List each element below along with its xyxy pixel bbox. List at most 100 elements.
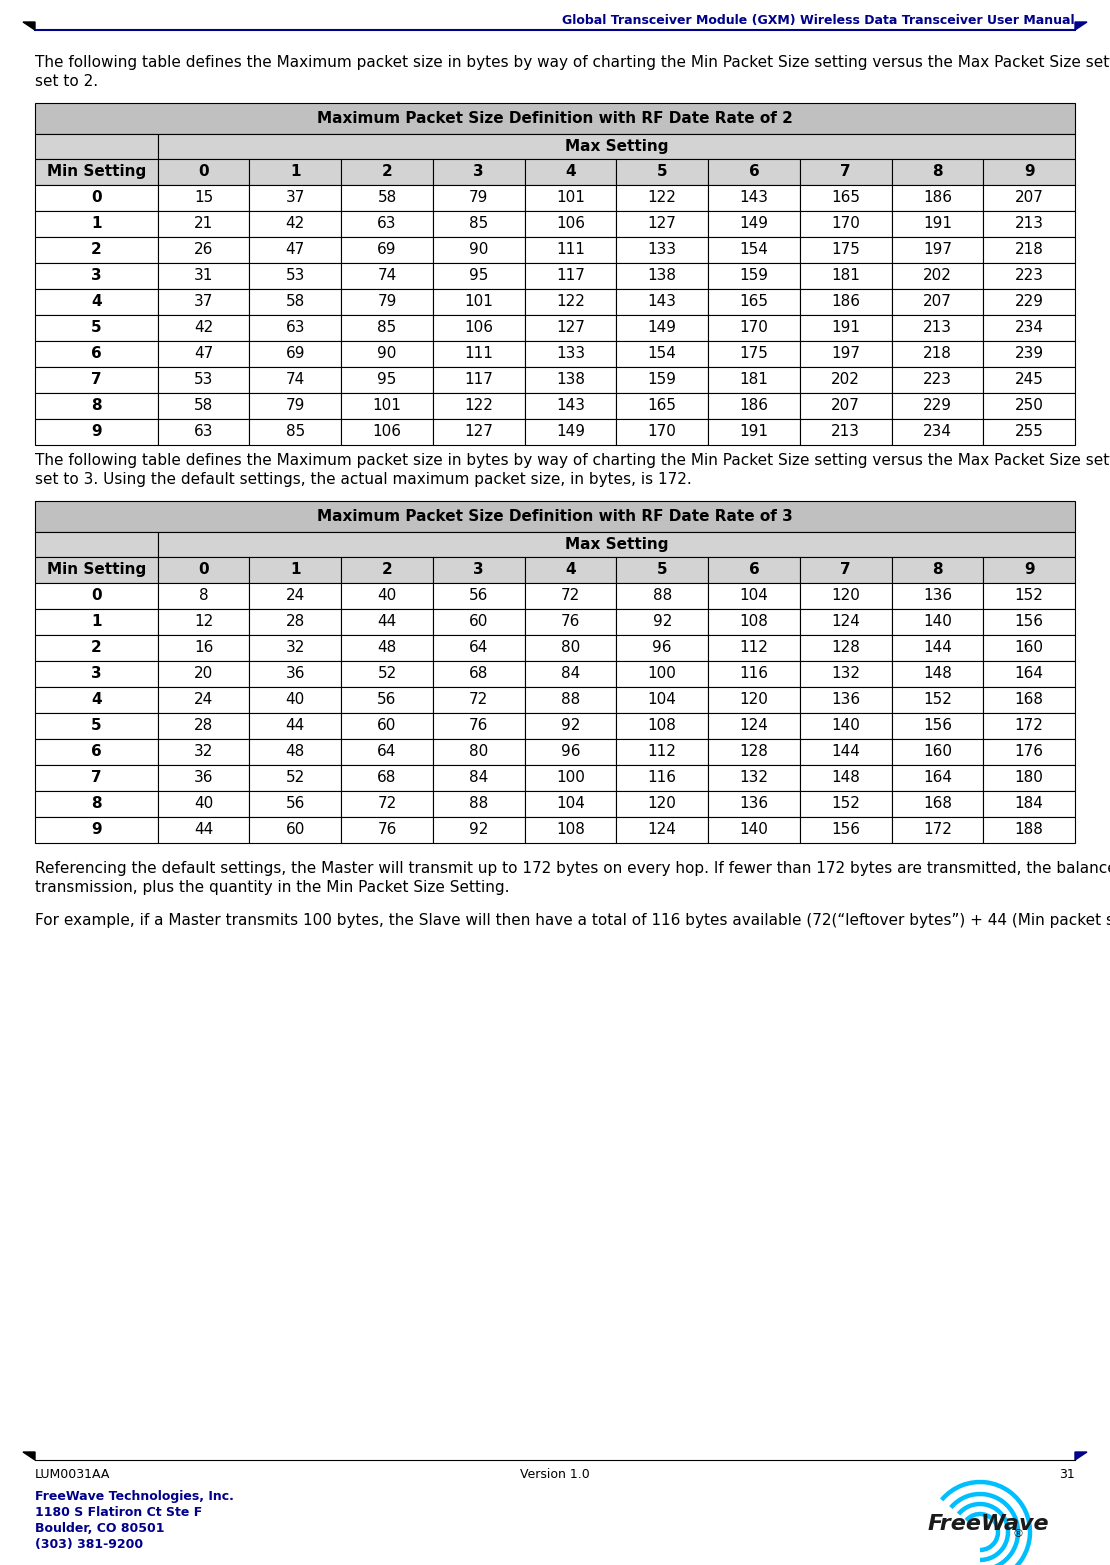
Text: 53: 53 bbox=[194, 372, 213, 388]
Text: Boulder, CO 80501: Boulder, CO 80501 bbox=[36, 1523, 164, 1535]
Bar bbox=[525, 290, 616, 315]
Bar bbox=[983, 366, 1074, 393]
Text: 156: 156 bbox=[1015, 615, 1043, 629]
Text: 16: 16 bbox=[194, 640, 213, 656]
Text: 172: 172 bbox=[924, 822, 952, 837]
Bar bbox=[433, 790, 525, 817]
Bar bbox=[158, 557, 250, 582]
Text: 3: 3 bbox=[474, 562, 484, 577]
Bar bbox=[708, 582, 800, 609]
Bar bbox=[341, 211, 433, 236]
Text: 197: 197 bbox=[831, 346, 860, 362]
Bar bbox=[800, 660, 891, 687]
Text: 52: 52 bbox=[285, 770, 305, 786]
Text: 101: 101 bbox=[556, 191, 585, 205]
Text: 132: 132 bbox=[739, 770, 768, 786]
Text: 63: 63 bbox=[377, 216, 396, 232]
Bar bbox=[800, 790, 891, 817]
Text: 229: 229 bbox=[922, 399, 952, 413]
Text: 88: 88 bbox=[653, 588, 672, 603]
Bar bbox=[250, 817, 341, 844]
Bar bbox=[250, 366, 341, 393]
Bar bbox=[36, 290, 158, 315]
Text: 3: 3 bbox=[91, 269, 102, 283]
Bar bbox=[158, 687, 250, 712]
Text: 48: 48 bbox=[285, 745, 305, 759]
Bar bbox=[983, 393, 1074, 419]
Text: 90: 90 bbox=[377, 346, 396, 362]
Bar bbox=[433, 211, 525, 236]
Text: 72: 72 bbox=[470, 692, 488, 707]
Text: 6: 6 bbox=[748, 562, 759, 577]
Text: 164: 164 bbox=[922, 770, 952, 786]
Text: 0: 0 bbox=[199, 562, 209, 577]
Text: 140: 140 bbox=[739, 822, 768, 837]
Bar bbox=[800, 393, 891, 419]
Text: 191: 191 bbox=[739, 424, 768, 440]
Text: 1180 S Flatiron Ct Ste F: 1180 S Flatiron Ct Ste F bbox=[36, 1506, 202, 1520]
Text: 1: 1 bbox=[91, 216, 102, 232]
Text: 127: 127 bbox=[464, 424, 493, 440]
Bar bbox=[433, 185, 525, 211]
Bar bbox=[891, 739, 983, 765]
Text: 202: 202 bbox=[924, 269, 952, 283]
Bar bbox=[433, 290, 525, 315]
Text: 5: 5 bbox=[657, 164, 667, 180]
Text: 191: 191 bbox=[922, 216, 952, 232]
Text: 181: 181 bbox=[831, 269, 860, 283]
Bar bbox=[891, 236, 983, 263]
Bar bbox=[800, 419, 891, 444]
Bar bbox=[341, 236, 433, 263]
Text: 31: 31 bbox=[194, 269, 213, 283]
Bar bbox=[800, 687, 891, 712]
Text: 128: 128 bbox=[739, 745, 768, 759]
Bar bbox=[616, 185, 708, 211]
Text: Max Setting: Max Setting bbox=[565, 537, 668, 552]
Bar bbox=[708, 185, 800, 211]
Bar bbox=[36, 609, 158, 635]
Bar bbox=[36, 582, 158, 609]
Bar bbox=[525, 635, 616, 660]
Bar bbox=[616, 790, 708, 817]
Text: 36: 36 bbox=[285, 667, 305, 681]
Bar bbox=[341, 290, 433, 315]
Bar bbox=[616, 263, 708, 290]
Bar bbox=[158, 817, 250, 844]
Bar bbox=[36, 419, 158, 444]
Bar bbox=[341, 739, 433, 765]
Bar bbox=[708, 393, 800, 419]
Text: 26: 26 bbox=[194, 243, 213, 257]
Bar bbox=[708, 211, 800, 236]
Bar bbox=[158, 185, 250, 211]
Bar bbox=[708, 712, 800, 739]
Text: 170: 170 bbox=[831, 216, 860, 232]
Bar bbox=[525, 687, 616, 712]
Text: 111: 111 bbox=[556, 243, 585, 257]
Bar bbox=[341, 366, 433, 393]
Bar bbox=[616, 557, 708, 582]
Polygon shape bbox=[1074, 1452, 1087, 1460]
Text: 24: 24 bbox=[285, 588, 305, 603]
Bar bbox=[891, 635, 983, 660]
Bar bbox=[341, 817, 433, 844]
Text: 250: 250 bbox=[1015, 399, 1043, 413]
Text: 53: 53 bbox=[285, 269, 305, 283]
Text: (303) 381-9200: (303) 381-9200 bbox=[36, 1538, 143, 1551]
Text: 170: 170 bbox=[739, 321, 768, 335]
Text: 3: 3 bbox=[474, 164, 484, 180]
Text: 160: 160 bbox=[922, 745, 952, 759]
Bar bbox=[433, 366, 525, 393]
Bar bbox=[525, 160, 616, 185]
Text: 116: 116 bbox=[648, 770, 677, 786]
Bar bbox=[891, 211, 983, 236]
Bar bbox=[36, 315, 158, 341]
Text: 68: 68 bbox=[470, 667, 488, 681]
Bar bbox=[891, 393, 983, 419]
Text: 136: 136 bbox=[831, 692, 860, 707]
Polygon shape bbox=[23, 22, 36, 30]
Text: FreeWave: FreeWave bbox=[928, 1513, 1050, 1534]
Bar bbox=[983, 557, 1074, 582]
Text: 106: 106 bbox=[556, 216, 585, 232]
Text: 140: 140 bbox=[924, 615, 952, 629]
Bar bbox=[36, 712, 158, 739]
